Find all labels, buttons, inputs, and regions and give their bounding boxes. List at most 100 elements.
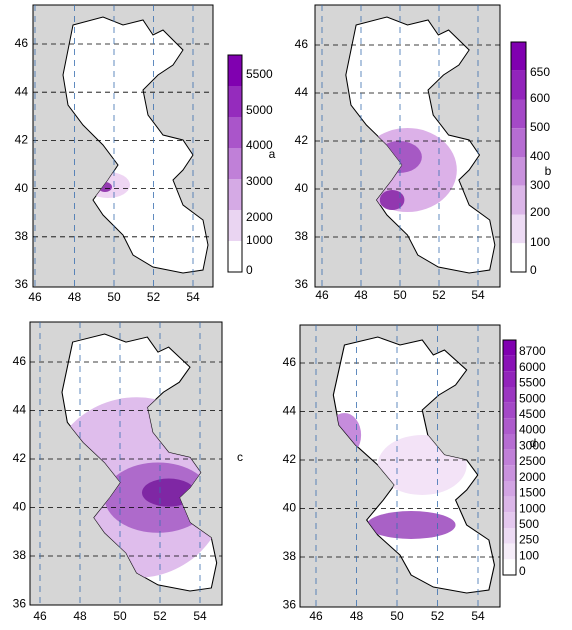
- colorbar-label: 1500: [519, 486, 546, 500]
- lat-tick-label: 46: [283, 355, 297, 369]
- colorbar-label: 100: [519, 548, 539, 562]
- color-band: [228, 86, 242, 117]
- lon-tick-label: 54: [471, 288, 485, 302]
- lon-tick-label: 48: [350, 609, 364, 623]
- colorbar-frame: [510, 41, 527, 273]
- color-band: [503, 559, 516, 575]
- colorbar-label: 100: [530, 235, 550, 249]
- lon-tick-label: 54: [471, 609, 485, 623]
- lon-tick-label: 50: [390, 609, 404, 623]
- colorbar-label: 2000: [246, 210, 273, 224]
- colorbar-label: 1000: [246, 233, 273, 247]
- lat-tick-label: 42: [295, 133, 309, 147]
- color-band: [503, 355, 516, 372]
- colorbar-label: 600: [530, 91, 550, 105]
- color-band: [511, 99, 526, 129]
- lat-tick-label: 40: [283, 501, 297, 515]
- lat-tick-label: 44: [13, 403, 27, 417]
- lat-tick-label: 46: [295, 37, 309, 51]
- colorbar-frame: [502, 339, 517, 576]
- color-band: [228, 148, 242, 179]
- colorbar-label: 4500: [519, 407, 546, 421]
- color-band: [503, 512, 516, 528]
- colorbar-label: 200: [530, 205, 550, 219]
- colorbar-label: 3000: [519, 438, 546, 452]
- panel-label: d: [530, 436, 537, 450]
- lon-tick-label: 46: [315, 288, 329, 302]
- colorbar-label: 1000: [519, 501, 546, 515]
- panel-label: a: [269, 147, 276, 161]
- colorbar-label: 5500: [246, 67, 273, 81]
- color-band: [503, 528, 516, 544]
- color-band: [503, 481, 516, 497]
- lon-tick-label: 50: [393, 288, 407, 302]
- colorbar-label: 3000: [246, 174, 273, 188]
- panel-label: b: [545, 164, 552, 178]
- color-band: [511, 42, 526, 71]
- lat-tick-label: 36: [295, 277, 309, 291]
- lat-tick-label: 38: [13, 548, 27, 562]
- color-band: [511, 70, 526, 100]
- lat-tick-label: 40: [15, 181, 29, 195]
- color-band: [503, 449, 516, 466]
- color-band: [503, 371, 516, 387]
- lat-tick-label: 42: [15, 133, 29, 147]
- color-band: [511, 214, 526, 244]
- lon-tick-label: 52: [431, 609, 445, 623]
- colorbar-label: 8700: [519, 344, 546, 358]
- lat-tick-label: 38: [295, 229, 309, 243]
- colorbar-label: 5500: [519, 376, 546, 390]
- colorbar-label: 400: [530, 149, 550, 163]
- lon-tick-label: 50: [113, 609, 127, 623]
- lat-tick-label: 40: [13, 500, 27, 514]
- lat-tick-label: 46: [15, 36, 29, 50]
- concentration-area: [379, 190, 405, 210]
- lon-tick-label: 52: [147, 290, 161, 304]
- lon-tick-label: 48: [354, 288, 368, 302]
- lon-tick-label: 46: [28, 290, 42, 304]
- color-band: [503, 465, 516, 481]
- colorbar-label: 250: [519, 533, 539, 547]
- color-band: [511, 157, 526, 186]
- map-panel: 46 44 42 40 38 36 46 48 50 52 54 650 600 500 400 300 200…: [295, 4, 552, 302]
- color-band: [503, 418, 516, 434]
- lat-tick-label: 44: [15, 84, 29, 98]
- colorbar-label: 500: [519, 517, 539, 531]
- colorbar-label: 5000: [246, 103, 273, 117]
- lon-tick-label: 52: [153, 609, 167, 623]
- panel-label: c: [237, 450, 243, 464]
- colorbar-label: 650: [530, 65, 550, 79]
- lon-tick-label: 48: [68, 290, 82, 304]
- lat-tick-label: 36: [13, 597, 27, 611]
- color-band: [228, 55, 242, 86]
- lat-tick-label: 44: [295, 85, 309, 99]
- lat-tick-label: 46: [13, 354, 27, 368]
- color-band: [503, 340, 516, 356]
- colorbar-label: 500: [530, 120, 550, 134]
- lon-tick-label: 48: [73, 609, 87, 623]
- lon-tick-label: 54: [186, 290, 200, 304]
- lat-tick-label: 36: [15, 277, 29, 291]
- map-panel: 46 44 42 40 38 36 46 48 50 52 54 c: [13, 321, 243, 623]
- lat-tick-label: 42: [283, 452, 297, 466]
- lat-tick-label: 44: [283, 404, 297, 418]
- color-band: [503, 543, 516, 560]
- lat-tick-label: 38: [15, 229, 29, 243]
- colorbar-label: 300: [530, 178, 550, 192]
- lat-tick-label: 42: [13, 451, 27, 465]
- color-band: [228, 179, 242, 210]
- color-band: [503, 434, 516, 450]
- colorbar-label: 4000: [519, 423, 546, 437]
- color-band: [228, 241, 242, 272]
- colorbar-label: 4000: [246, 138, 273, 152]
- color-band: [228, 117, 242, 148]
- lat-tick-label: 38: [283, 549, 297, 563]
- color-band: [503, 402, 516, 419]
- colorbar-label: 6000: [519, 360, 546, 374]
- lon-tick-label: 46: [309, 609, 323, 623]
- color-band: [511, 243, 526, 272]
- lon-tick-label: 52: [432, 288, 446, 302]
